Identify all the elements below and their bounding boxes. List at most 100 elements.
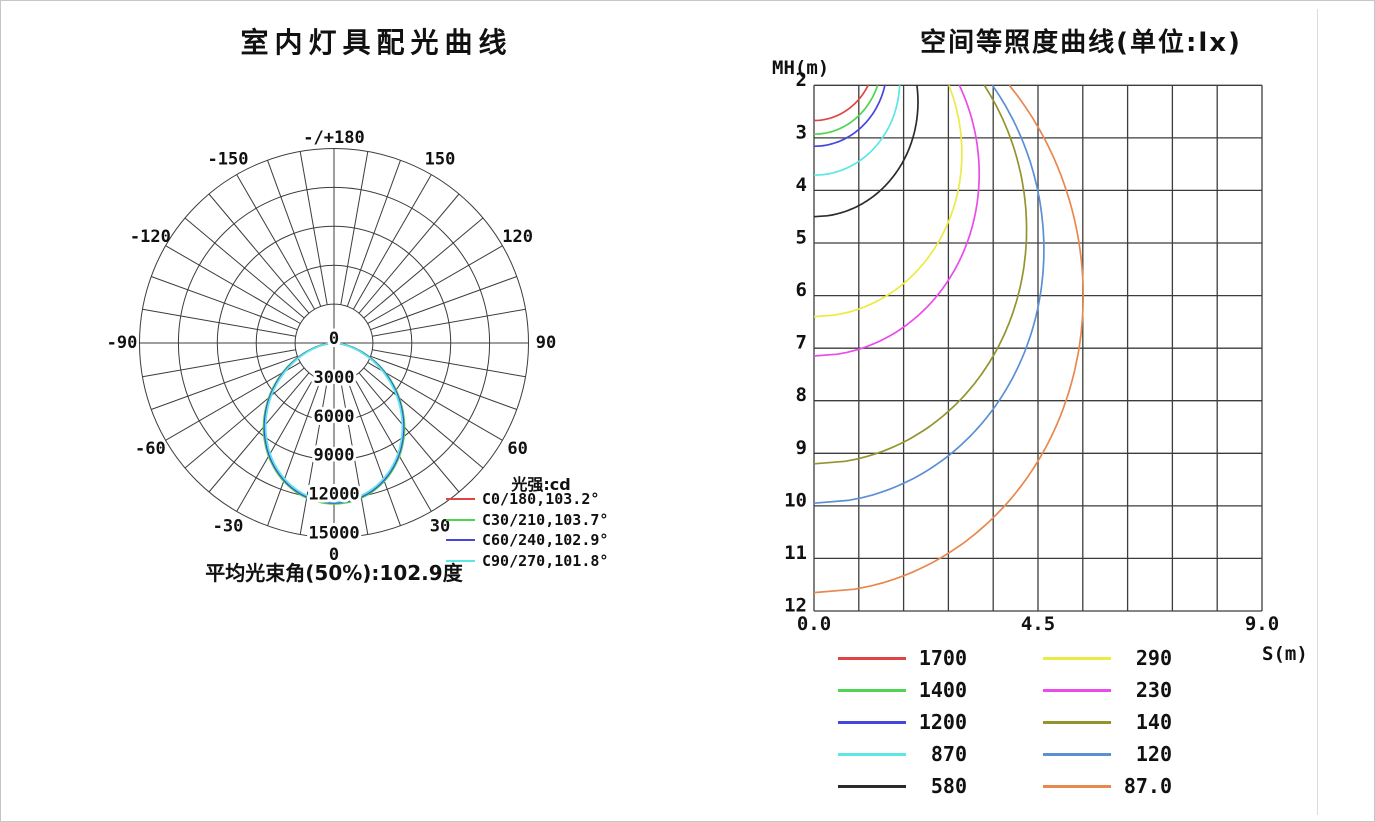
iso-y-tick-label: 5 (796, 227, 807, 249)
legend-lux-value: 290 (1135, 646, 1172, 670)
polar-spoke (165, 361, 301, 441)
legend-line-swatch (838, 785, 906, 788)
polar-spoke (358, 193, 460, 314)
polar-spoke (346, 379, 401, 526)
polar-angle-label: -/+180 (303, 128, 364, 148)
polar-spoke (370, 355, 517, 410)
legend-line-swatch (446, 539, 475, 542)
iso-y-tick-label: 9 (796, 437, 807, 459)
polar-spoke (151, 355, 298, 410)
polar-angle-label: -120 (130, 227, 171, 247)
polar-radial-label: 15000 (308, 524, 359, 544)
polar-spoke (151, 276, 298, 331)
polar-legend: C0/180,103.2° C30/210,103.7° C60/240,102.9… (446, 489, 608, 571)
polar-legend-item: C90/270,101.8° (446, 551, 608, 572)
isolux-legend-row: 870 120 (838, 738, 1198, 770)
legend-lux-value: 140 (1135, 710, 1172, 734)
iso-y-tick-label: 7 (796, 332, 807, 354)
iso-contour-580 (813, 85, 919, 218)
polar-spoke (367, 245, 503, 325)
iso-y-tick-label: 4 (796, 174, 807, 196)
iso-y-tick-label: 6 (796, 279, 807, 301)
iso-y-tick-label: 2 (796, 69, 807, 91)
legend-line-swatch (446, 498, 475, 501)
legend-line-swatch (838, 753, 906, 756)
isolux-legend-row: 1400 230 (838, 674, 1198, 706)
polar-spoke (299, 151, 328, 305)
iso-x-tick-label: 9.0 (1245, 613, 1279, 635)
polar-angle-label: -90 (107, 333, 138, 353)
legend-lux-value: 1700 (918, 646, 967, 670)
isolux-y-axis-label: MH(m) (772, 57, 830, 79)
polar-spoke (208, 193, 310, 314)
polar-spoke (370, 276, 517, 331)
legend-lux-value: 120 (1135, 742, 1172, 766)
iso-contour-290 (813, 84, 963, 318)
polar-angle-label: -150 (208, 149, 249, 169)
iso-y-tick-label: 8 (796, 384, 807, 406)
legend-lux-value: 580 (930, 774, 967, 798)
polar-legend-item: C30/210,103.7° (446, 510, 608, 531)
polar-spoke (358, 372, 460, 493)
polar-spoke (267, 379, 322, 526)
polar-curve-3 (264, 342, 404, 503)
polar-spoke (184, 367, 305, 469)
iso-x-tick-label: 0.0 (797, 613, 831, 635)
legend-line-swatch (1043, 785, 1111, 788)
polar-angle-label: -30 (213, 517, 244, 537)
legend-line-swatch (838, 721, 906, 724)
polar-spoke (236, 376, 315, 512)
polar-spoke (299, 381, 328, 535)
polar-angle-label: 150 (425, 149, 456, 169)
isolux-legend-row: 1200 140 (838, 706, 1198, 738)
isolux-legend-row: 580 87.0 (838, 770, 1198, 802)
legend-line-swatch (446, 559, 475, 562)
polar-spoke (340, 381, 369, 535)
polar-angle-label: 0 (329, 545, 339, 565)
polar-angle-label: 60 (507, 439, 527, 459)
polar-spoke (142, 308, 296, 337)
polar-spoke (352, 376, 432, 512)
legend-label: C0/180,103.2° (482, 490, 600, 509)
iso-contour-120 (813, 84, 1045, 505)
polar-spoke (372, 308, 526, 337)
iso-contour-1400 (813, 84, 879, 136)
polar-spoke (363, 217, 484, 319)
polar-angle-label: 90 (536, 333, 556, 353)
polar-spoke (346, 160, 401, 307)
legend-line-swatch (1043, 753, 1111, 756)
legend-lux-value: 87.0 (1123, 774, 1172, 798)
iso-contour-1700 (813, 84, 869, 122)
polar-spoke (352, 174, 432, 310)
legend-lux-value: 230 (1135, 678, 1172, 702)
iso-y-tick-label: 3 (796, 121, 807, 143)
polar-spoke (184, 217, 305, 319)
polar-spoke (340, 151, 369, 305)
isolux-contour-chart: 2 3 4 5 6 7 8 9 10 11 120.0 4.5 9.0 (784, 69, 1279, 635)
isolux-x-axis-label: S(m) (1262, 643, 1308, 665)
legend-lux-value: 1200 (918, 710, 967, 734)
iso-y-tick-label: 11 (784, 542, 807, 564)
iso-y-tick-label: 10 (784, 489, 807, 511)
polar-legend-item: C0/180,103.2° (446, 489, 608, 510)
polar-spoke (165, 245, 301, 324)
legend-line-swatch (838, 689, 906, 692)
polar-spoke (236, 174, 316, 310)
isolux-legend-row: 1700 290 (838, 642, 1198, 674)
iso-y-tick-label: 12 (784, 595, 807, 617)
polar-radial-label: 3000 (314, 368, 355, 388)
polar-spoke (363, 367, 484, 469)
polar-radial-label: 12000 (308, 485, 359, 505)
polar-legend-title: 光强:cd (511, 475, 571, 494)
iso-x-tick-label: 4.5 (1021, 613, 1055, 635)
polar-chart-footer: 平均光束角(50%):102.9度 (205, 561, 463, 585)
legend-label: C60/240,102.9° (482, 531, 609, 550)
polar-spoke (142, 349, 296, 378)
polar-angle-label: -60 (135, 439, 166, 459)
legend-lux-value: 1400 (918, 678, 967, 702)
polar-spoke (367, 361, 503, 441)
polar-radial-label: 6000 (314, 407, 355, 427)
legend-line-swatch (1043, 721, 1111, 724)
isolux-legend: 1700 290 1400 230 1200 140 870 120 580 87.0 (838, 642, 1198, 802)
